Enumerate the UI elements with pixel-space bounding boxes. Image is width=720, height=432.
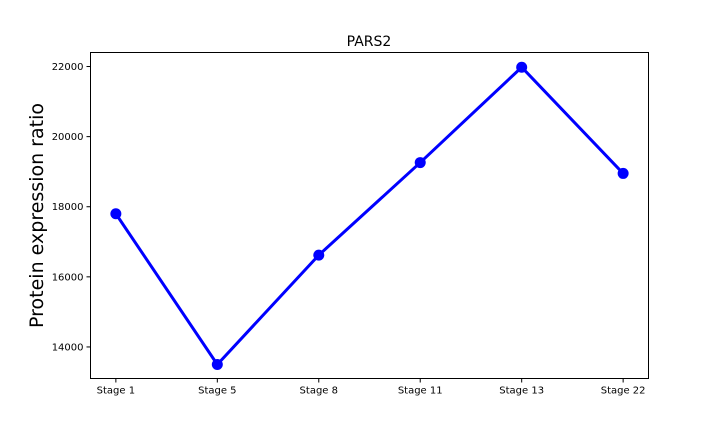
x-tick-label: Stage 1 <box>97 386 135 397</box>
chart-title: PARS2 <box>347 34 392 50</box>
y-axis-label: Protein expression ratio <box>26 103 48 328</box>
data-point <box>313 249 325 261</box>
data-series <box>110 61 629 370</box>
series-line <box>114 65 625 366</box>
plot-frame <box>90 52 649 379</box>
data-point <box>516 61 528 73</box>
x-tick-label: Stage 13 <box>499 386 544 397</box>
y-tick-label: 22000 <box>52 62 84 73</box>
x-tick-label: Stage 8 <box>300 386 338 397</box>
x-tick-label: Stage 11 <box>398 386 443 397</box>
x-tick-label: Stage 22 <box>601 386 646 397</box>
y-tick-label: 20000 <box>52 132 84 143</box>
y-tick-label: 18000 <box>52 202 84 213</box>
axis-ticks: Stage 1 Stage 5 Stage 8 Stage 11 Stage 13 Sta… <box>52 62 646 396</box>
data-point <box>110 208 122 220</box>
data-point <box>211 358 223 370</box>
y-tick-label: 16000 <box>52 272 84 283</box>
x-tick-label: Stage 5 <box>198 386 236 397</box>
data-point <box>617 167 629 179</box>
data-point <box>414 157 426 169</box>
y-tick-label: 14000 <box>52 342 84 353</box>
